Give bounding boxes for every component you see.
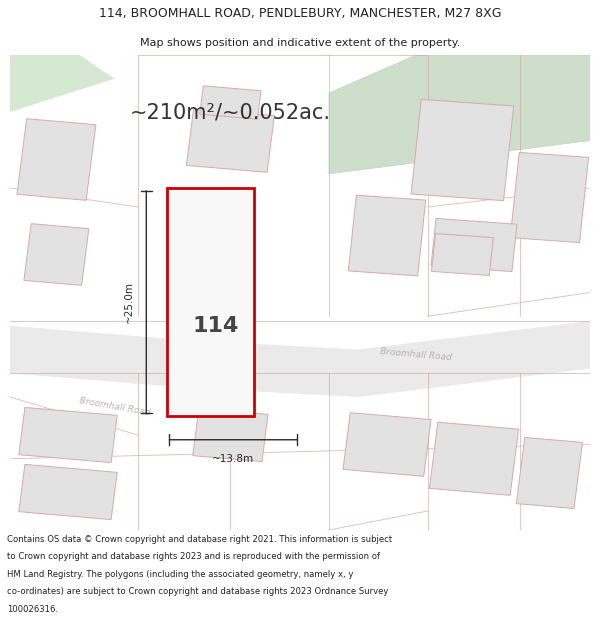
Text: co-ordinates) are subject to Crown copyright and database rights 2023 Ordnance S: co-ordinates) are subject to Crown copyr… [7, 588, 389, 596]
Text: to Crown copyright and database rights 2023 and is reproduced with the permissio: to Crown copyright and database rights 2… [7, 552, 380, 561]
Polygon shape [187, 109, 274, 172]
Polygon shape [19, 464, 117, 519]
Text: ~25.0m: ~25.0m [124, 281, 134, 323]
Polygon shape [167, 188, 254, 416]
Text: 114, BROOMHALL ROAD, PENDLEBURY, MANCHESTER, M27 8XG: 114, BROOMHALL ROAD, PENDLEBURY, MANCHES… [99, 8, 501, 20]
Polygon shape [348, 195, 426, 276]
Polygon shape [24, 224, 89, 286]
Polygon shape [411, 99, 514, 201]
Text: Broomhall Road: Broomhall Road [380, 347, 452, 362]
Text: ~210m²/~0.052ac.: ~210m²/~0.052ac. [130, 102, 331, 122]
Polygon shape [10, 321, 590, 397]
Text: Map shows position and indicative extent of the property.: Map shows position and indicative extent… [140, 38, 460, 48]
Polygon shape [343, 412, 431, 476]
Polygon shape [17, 119, 96, 200]
Text: 114: 114 [193, 316, 239, 336]
Polygon shape [510, 152, 589, 242]
Polygon shape [431, 219, 517, 271]
Text: Contains OS data © Crown copyright and database right 2021. This information is : Contains OS data © Crown copyright and d… [7, 535, 392, 544]
Text: ~13.8m: ~13.8m [212, 454, 254, 464]
Text: HM Land Registry. The polygons (including the associated geometry, namely x, y: HM Land Registry. The polygons (includin… [7, 570, 353, 579]
Polygon shape [200, 86, 261, 119]
Polygon shape [10, 55, 115, 112]
Polygon shape [431, 234, 493, 276]
Text: Broomhall Road: Broomhall Road [78, 396, 151, 417]
Text: 100026316.: 100026316. [7, 605, 58, 614]
Polygon shape [329, 55, 590, 174]
Polygon shape [193, 408, 268, 462]
Polygon shape [517, 438, 583, 509]
Polygon shape [430, 422, 518, 495]
Polygon shape [19, 408, 117, 462]
